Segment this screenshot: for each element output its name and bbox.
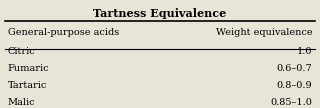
Text: 1.0: 1.0 — [297, 47, 312, 56]
Text: 0.6–0.7: 0.6–0.7 — [276, 64, 312, 73]
Text: General-purpose acids: General-purpose acids — [8, 28, 119, 37]
Text: Fumaric: Fumaric — [8, 64, 49, 73]
Text: Malic: Malic — [8, 98, 35, 107]
Text: 0.85–1.0: 0.85–1.0 — [270, 98, 312, 107]
Text: Tartness Equivalence: Tartness Equivalence — [93, 8, 227, 19]
Text: Citric: Citric — [8, 47, 36, 56]
Text: Weight equivalence: Weight equivalence — [216, 28, 312, 37]
Text: Tartaric: Tartaric — [8, 81, 47, 90]
Text: 0.8–0.9: 0.8–0.9 — [277, 81, 312, 90]
